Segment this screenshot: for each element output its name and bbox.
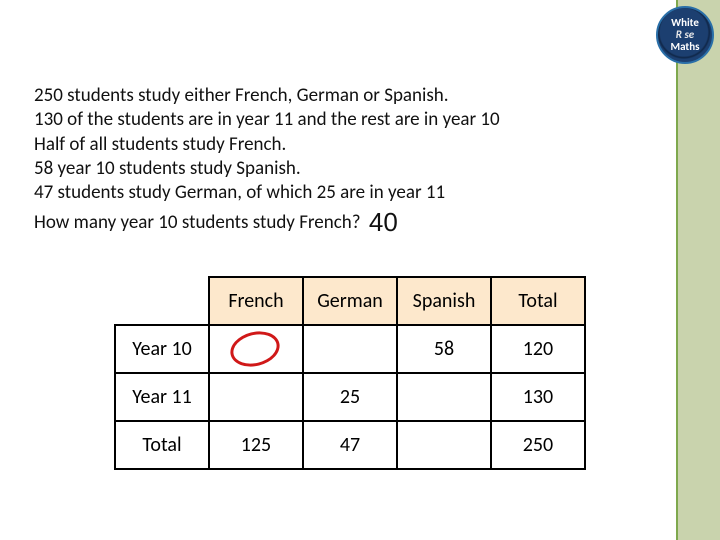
cell-total-total: 250 xyxy=(491,421,585,469)
cell-y11-french xyxy=(209,373,303,421)
col-header-total: Total xyxy=(491,277,585,325)
side-stripe-accent xyxy=(676,0,678,540)
question-text: How many year 10 students study French? xyxy=(34,211,361,234)
side-stripe xyxy=(678,0,720,540)
problem-line: 58 year 10 students study Spanish. xyxy=(34,157,634,181)
problem-line: Half of all students study French. xyxy=(34,133,634,157)
problem-line: 47 students study German, of which 25 ar… xyxy=(34,181,634,205)
cell-y10-french xyxy=(209,325,303,373)
handwritten-answer: 40 xyxy=(369,206,398,239)
cell-y11-german: 25 xyxy=(303,373,397,421)
problem-line: 130 of the students are in year 11 and t… xyxy=(34,108,634,132)
two-way-table: French German Spanish Total Year 10 58 1… xyxy=(114,276,586,470)
col-header-spanish: Spanish xyxy=(397,277,491,325)
row-label-year11: Year 11 xyxy=(115,373,209,421)
col-header-german: German xyxy=(303,277,397,325)
cell-total-german: 47 xyxy=(303,421,397,469)
cell-y11-spanish xyxy=(397,373,491,421)
logo-line3: Maths xyxy=(670,41,699,53)
cell-y10-spanish: 58 xyxy=(397,325,491,373)
problem-line: 250 students study either French, German… xyxy=(34,84,634,108)
cell-y10-total: 120 xyxy=(491,325,585,373)
row-label-total: Total xyxy=(115,421,209,469)
cell-total-french: 125 xyxy=(209,421,303,469)
circle-annotation xyxy=(227,326,284,371)
row-label-year10: Year 10 xyxy=(115,325,209,373)
cell-y11-total: 130 xyxy=(491,373,585,421)
cell-total-spanish xyxy=(397,421,491,469)
problem-line: How many year 10 students study French? … xyxy=(34,206,634,239)
table-corner xyxy=(115,277,209,325)
brand-logo: White R se Maths xyxy=(656,6,714,64)
col-header-french: French xyxy=(209,277,303,325)
cell-y10-german xyxy=(303,325,397,373)
problem-text: 250 students study either French, German… xyxy=(34,84,634,239)
